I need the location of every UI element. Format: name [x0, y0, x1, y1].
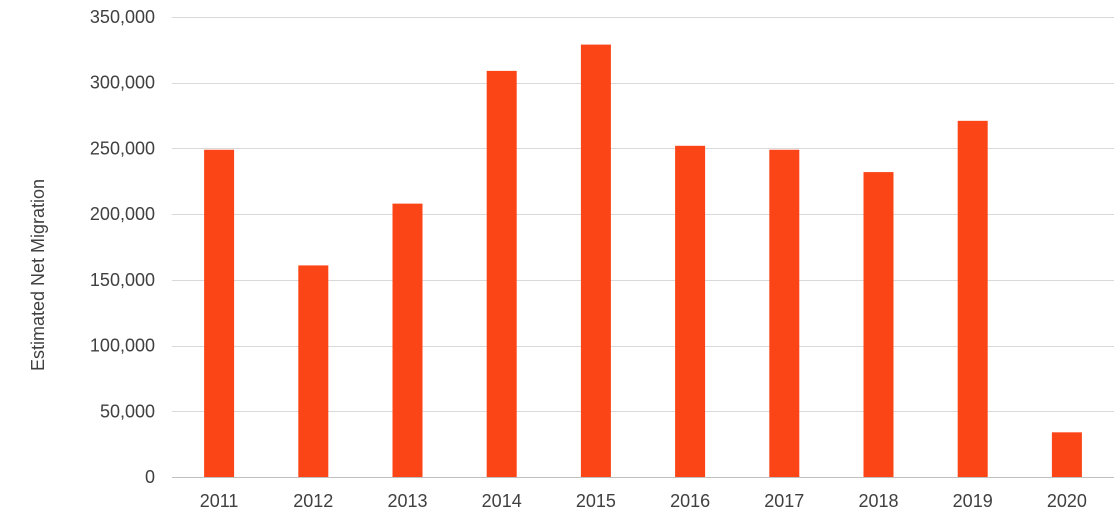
- y-tick-label: 50,000: [100, 401, 155, 421]
- x-tick-label: 2016: [670, 491, 710, 511]
- x-tick-label: 2017: [764, 491, 804, 511]
- y-tick-label: 100,000: [90, 336, 155, 356]
- x-tick-label: 2012: [293, 491, 333, 511]
- y-tick-label: 350,000: [90, 7, 155, 27]
- bar-2016: [675, 145, 706, 478]
- bar-2017: [769, 149, 800, 477]
- gridlines: [172, 17, 1114, 478]
- y-tick-label: 200,000: [90, 204, 155, 224]
- x-tick-label: 2014: [482, 491, 522, 511]
- x-tick-label: 2018: [858, 491, 898, 511]
- bar-2015: [580, 44, 611, 477]
- bars: [204, 44, 1082, 478]
- bar-2020: [1051, 432, 1082, 477]
- x-tick-label: 2019: [953, 491, 993, 511]
- y-tick-label: 300,000: [90, 73, 155, 93]
- bar-2018: [863, 172, 894, 478]
- y-tick-label: 0: [145, 467, 155, 487]
- bar-2011: [204, 149, 235, 477]
- x-tick-label: 2011: [200, 491, 239, 511]
- x-axis-tick-labels: 2011 2012 2013 2014 2015 2016 2017 2018 2019 2020: [200, 491, 1087, 511]
- bar-2013: [392, 203, 423, 477]
- bar-2014: [486, 70, 517, 477]
- y-axis-tick-labels: 0 50,000 100,000 150,000 200,000 250,000 300,0…: [90, 7, 155, 487]
- x-tick-label: 2013: [387, 491, 427, 511]
- x-tick-label: 2020: [1047, 491, 1087, 511]
- y-axis-title: Estimated Net Migration: [28, 179, 48, 371]
- bar-2012: [298, 265, 329, 477]
- y-tick-label: 250,000: [90, 138, 155, 158]
- bar-2019: [957, 120, 988, 477]
- y-tick-label: 150,000: [90, 270, 155, 290]
- x-tick-label: 2015: [576, 491, 616, 511]
